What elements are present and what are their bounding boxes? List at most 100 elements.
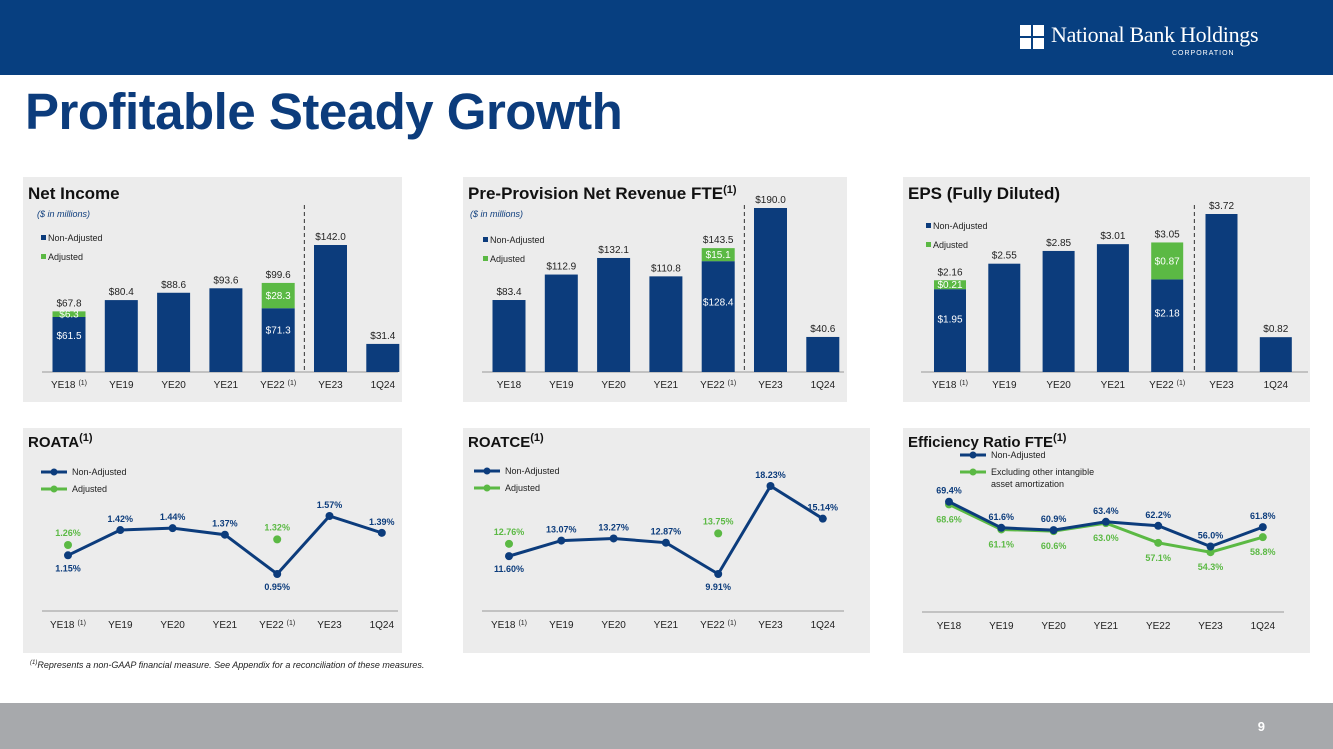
roatce-svg: ROATCE(1) Non-Adjusted Adjusted 12.76% 13.75… [468, 432, 844, 631]
data-label: 68.6% [936, 514, 962, 524]
x-tick-label: YE18 [937, 621, 962, 632]
base-value-label: $128.4 [703, 298, 734, 309]
data-point [1206, 548, 1215, 557]
x-tick-label: YE19 [108, 620, 133, 631]
data-point [116, 526, 125, 535]
x-tick-label: YE19 [109, 380, 134, 391]
base-value-label: $1.95 [937, 314, 962, 325]
bar [1042, 250, 1075, 372]
data-label: 15.14% [808, 503, 839, 513]
footnote-mark: (1) [30, 660, 38, 666]
adjusted-label: $6.3 [59, 310, 79, 321]
x-tick-label: YE20 [601, 380, 626, 391]
x-tick-label: YE23 [1198, 621, 1223, 632]
roata-svg: ROATA(1) Non-Adjusted Adjusted 1.26% 1.32% 1.… [28, 432, 398, 631]
adjusted-label: $28.3 [266, 291, 291, 302]
bar [1259, 337, 1292, 372]
data-label: 62.2% [1145, 510, 1171, 520]
bar [209, 288, 243, 372]
bar [544, 274, 578, 372]
data-point [997, 523, 1006, 532]
legend-label: Non-Adjusted [490, 235, 545, 245]
data-label: 9.91% [705, 582, 731, 592]
data-label: $3.72 [1209, 201, 1234, 212]
data-label: 1.15% [55, 563, 81, 573]
data-label: $99.6 [266, 270, 291, 281]
ppnr-svg: Pre-Provision Net Revenue FTE(1) ($ in mi… [468, 184, 844, 391]
chart-title: ROATA(1) [28, 432, 93, 451]
data-label: $0.82 [1263, 324, 1288, 335]
chart-subtitle: ($ in millions) [37, 209, 90, 219]
x-tick-label: YE21 [1101, 380, 1126, 391]
data-point [505, 552, 513, 561]
data-point [1154, 538, 1163, 547]
data-label: 18.23% [755, 470, 786, 480]
x-tick-label: YE20 [601, 620, 626, 631]
data-label: $88.6 [161, 280, 186, 291]
roata-chart: ROATA(1) Non-Adjusted Adjusted 1.26% 1.32% 1.… [23, 428, 402, 653]
data-label: $142.0 [315, 232, 346, 243]
data-label: $31.4 [370, 331, 395, 342]
bar [1096, 244, 1129, 372]
x-tick-label: YE18 (1) [50, 620, 86, 631]
data-label: 13.27% [598, 522, 629, 532]
footnote-text: Represents a non-GAAP financial measure.… [37, 660, 425, 670]
net-income-chart: Net Income ($ in millions) Non-Adjusted Adj… [23, 177, 402, 402]
footnote: (1)Represents a non-GAAP financial measu… [30, 660, 424, 670]
page-number: 9 [1257, 719, 1265, 734]
data-label: 1.57% [317, 500, 343, 510]
roatce-chart: ROATCE(1) Non-Adjusted Adjusted 12.76% 13.75… [463, 428, 870, 653]
legend-swatch [483, 237, 488, 242]
chart-title: ROATCE(1) [468, 432, 544, 451]
data-label: $93.6 [213, 275, 238, 286]
chart-title: Efficiency Ratio FTE(1) [908, 432, 1067, 451]
x-tick-label: YE21 [654, 380, 679, 391]
legend-label: Adjusted [505, 483, 540, 493]
x-tick-label: YE22 (1) [700, 380, 736, 391]
data-label: 60.6% [1041, 541, 1067, 551]
efficiency-chart: Efficiency Ratio FTE(1) Non-Adjusted Exclu… [903, 428, 1310, 653]
bar [649, 276, 683, 372]
data-label: $2.55 [992, 251, 1017, 262]
data-label: $67.8 [56, 298, 81, 309]
logo-icon [1020, 25, 1044, 49]
data-label: $190.0 [755, 195, 786, 206]
adjusted-bar [1151, 242, 1184, 280]
legend-label: Non-Adjusted [991, 450, 1046, 460]
x-tick-label: YE21 [1094, 621, 1119, 632]
adjusted-label: $15.1 [706, 250, 731, 261]
data-label: $112.9 [546, 262, 576, 273]
chart-title: Net Income [28, 184, 120, 203]
legend-label: Non-Adjusted [933, 221, 988, 231]
data-point [325, 512, 334, 520]
x-tick-label: YE18 [497, 380, 522, 391]
adjusted-bar [934, 280, 966, 290]
bar [366, 343, 400, 372]
bar [988, 263, 1021, 372]
data-label: $2.85 [1046, 238, 1071, 249]
legend-label: Adjusted [933, 240, 968, 250]
logo-text: National Bank Holdings [1051, 22, 1259, 47]
legend-label: Adjusted [48, 252, 83, 262]
base-value-label: $2.18 [1155, 308, 1180, 319]
data-label: 12.87% [651, 527, 682, 537]
legend-swatch [41, 235, 46, 240]
data-point [609, 534, 618, 543]
data-point [64, 551, 72, 560]
bar [52, 316, 86, 372]
x-tick-label: YE20 [1046, 380, 1071, 391]
data-label: 1.42% [108, 514, 134, 524]
logo-subtext: CORPORATION [1172, 50, 1235, 57]
data-label: 54.3% [1198, 562, 1224, 572]
data-label: 1.44% [160, 512, 186, 522]
x-tick-label: 1Q24 [1264, 380, 1289, 391]
x-tick-label: YE18 (1) [491, 620, 527, 631]
data-point [273, 570, 282, 578]
x-tick-label: 1Q24 [370, 620, 395, 631]
data-label: $143.5 [703, 235, 734, 246]
base-value-label: $71.3 [266, 326, 291, 337]
adjusted-label: $0.21 [937, 280, 962, 291]
x-tick-label: YE20 [160, 620, 185, 631]
x-tick-label: YE19 [989, 621, 1014, 632]
x-tick-label: YE22 (1) [1149, 380, 1185, 391]
